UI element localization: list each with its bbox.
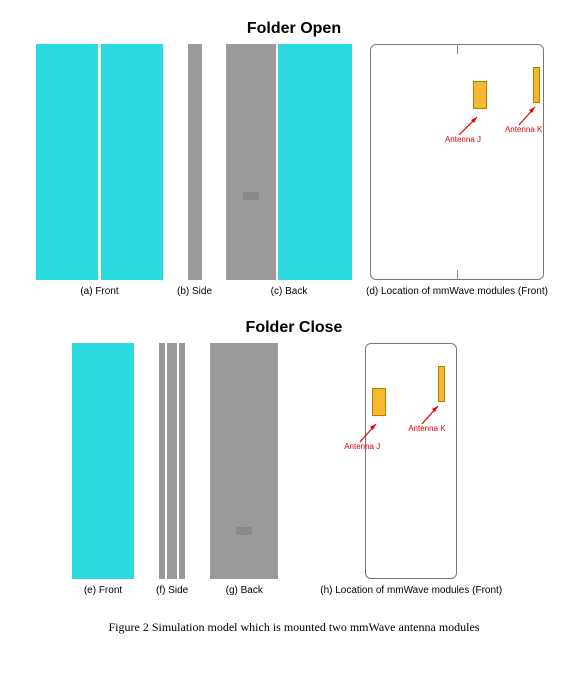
side-close-strip-3 — [179, 343, 185, 579]
sublabel-e: (e) Front — [84, 585, 122, 596]
figure-caption: Figure 2 Simulation model which is mount… — [12, 620, 576, 635]
back-open-right — [278, 44, 352, 280]
sublabel-h: (h) Location of mmWave modules (Front) — [320, 585, 502, 596]
front-open-shape — [36, 44, 163, 280]
back-close-shape — [210, 343, 278, 579]
antenna-j-label-open: Antenna J — [445, 135, 481, 144]
panel-close-back: (g) Back — [210, 343, 278, 596]
antenna-j-open — [473, 81, 487, 109]
side-close-strip-2 — [167, 343, 177, 579]
sublabel-g: (g) Back — [226, 585, 263, 596]
antenna-j-close — [372, 388, 386, 416]
antenna-k-close — [438, 366, 445, 402]
side-close-shape — [159, 343, 185, 579]
panel-close-location: Antenna J Antenna K (h) Location of mmWa… — [320, 343, 502, 596]
section-title-close: Folder Close — [12, 319, 576, 337]
front-close-shape — [72, 343, 134, 579]
sublabel-d: (d) Location of mmWave modules (Front) — [366, 286, 548, 297]
front-open-left — [36, 44, 98, 280]
outline-open-shape: Antenna J Antenna K — [370, 44, 544, 280]
brand-mark-icon — [243, 192, 259, 200]
panel-open-back: (c) Back — [226, 44, 352, 297]
front-open-right — [101, 44, 163, 280]
row-close: (e) Front (f) Side (g) Back Antenna J — [12, 343, 576, 596]
antenna-j-label-close: Antenna J — [344, 442, 380, 451]
panel-close-front: (e) Front — [72, 343, 134, 596]
antenna-k-label-close: Antenna K — [408, 424, 445, 433]
side-open-shape — [188, 44, 202, 280]
sublabel-a: (a) Front — [80, 286, 118, 297]
sublabel-b: (b) Side — [177, 286, 212, 297]
outline-close-shape: Antenna J Antenna K — [365, 343, 457, 579]
back-open-shape — [226, 44, 352, 280]
antenna-k-open — [533, 67, 540, 103]
panel-open-front: (a) Front — [36, 44, 163, 297]
back-open-left — [226, 44, 276, 280]
brand-mark-close-icon — [236, 527, 252, 535]
side-close-strip-1 — [159, 343, 165, 579]
antenna-k-label-open: Antenna K — [505, 125, 542, 134]
row-open: (a) Front (b) Side (c) Back Antenna J — [12, 44, 576, 297]
sublabel-c: (c) Back — [271, 286, 308, 297]
panel-open-side: (b) Side — [177, 44, 212, 297]
sublabel-f: (f) Side — [156, 585, 188, 596]
section-title-open: Folder Open — [12, 20, 576, 38]
panel-open-location: Antenna J Antenna K (d) Location of mmWa… — [366, 44, 548, 297]
panel-close-side: (f) Side — [156, 343, 188, 596]
